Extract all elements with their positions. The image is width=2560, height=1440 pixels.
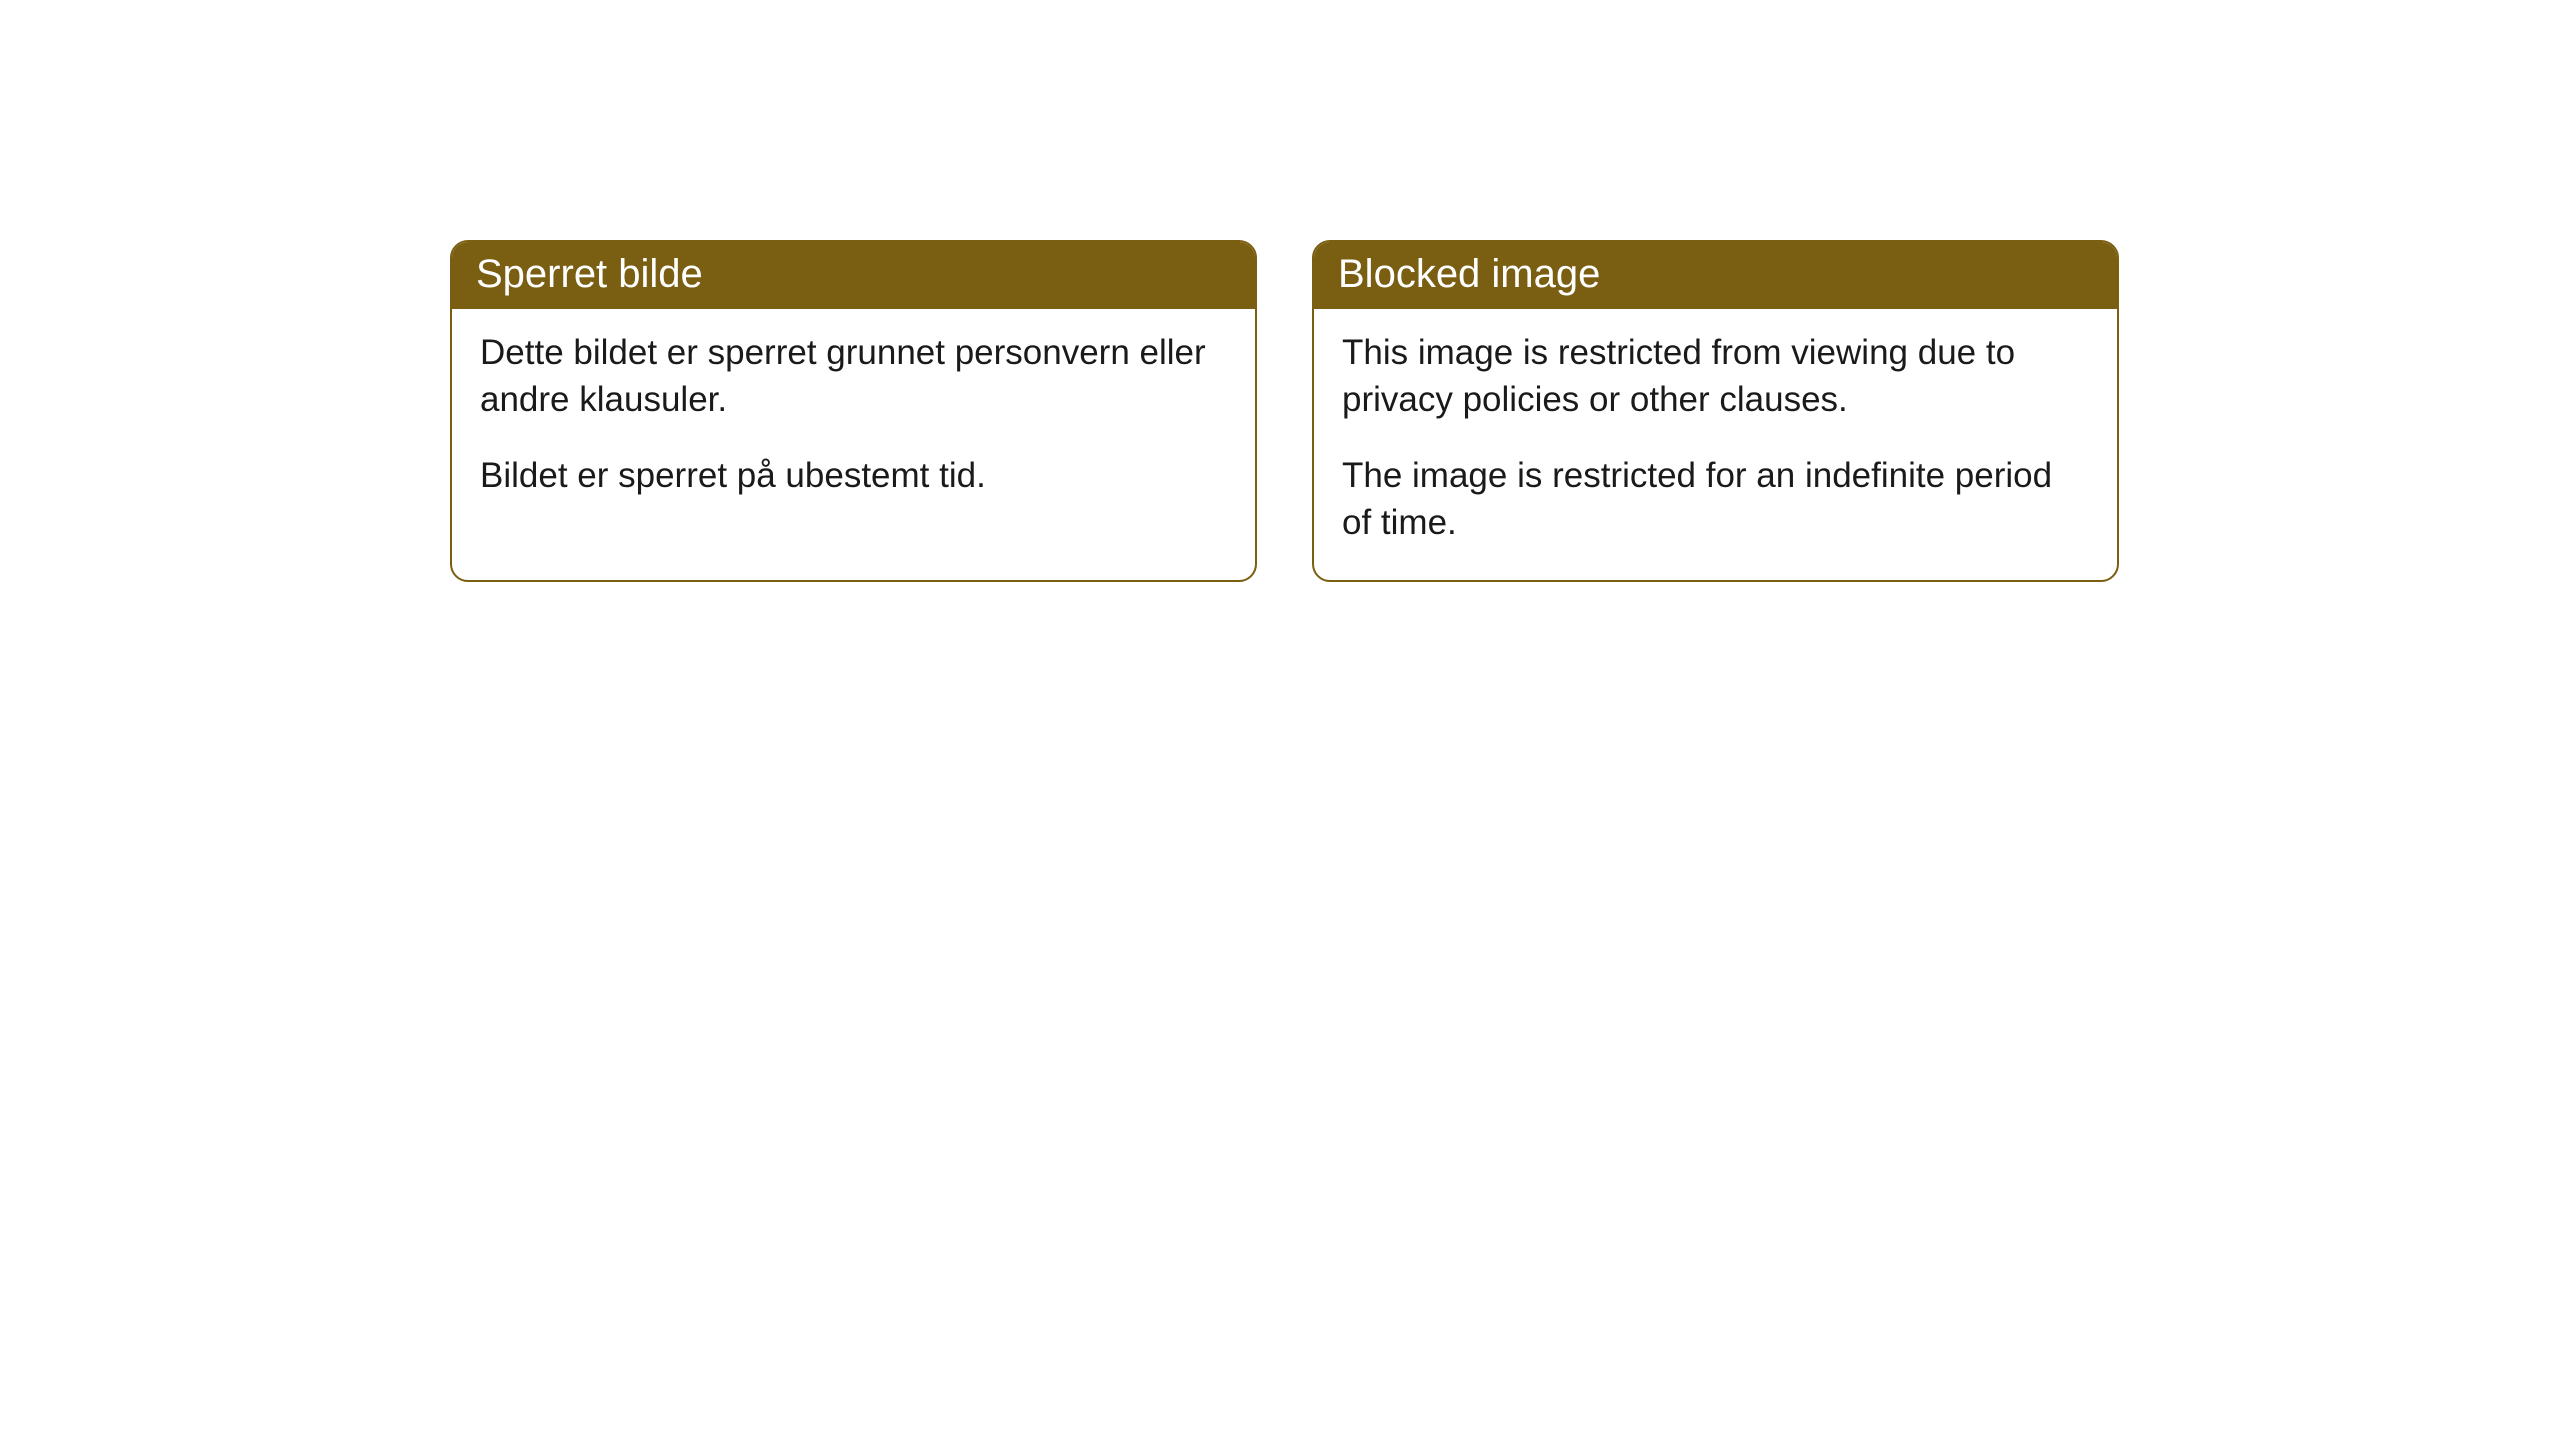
card-paragraph: The image is restricted for an indefinit…	[1342, 452, 2089, 547]
card-body-norwegian: Dette bildet er sperret grunnet personve…	[452, 309, 1255, 533]
card-paragraph: This image is restricted from viewing du…	[1342, 329, 2089, 424]
card-title: Sperret bilde	[476, 252, 703, 296]
cards-container: Sperret bilde Dette bildet er sperret gr…	[450, 240, 2119, 582]
card-paragraph: Dette bildet er sperret grunnet personve…	[480, 329, 1227, 424]
card-english: Blocked image This image is restricted f…	[1312, 240, 2119, 582]
card-body-english: This image is restricted from viewing du…	[1314, 309, 2117, 580]
card-norwegian: Sperret bilde Dette bildet er sperret gr…	[450, 240, 1257, 582]
card-header-norwegian: Sperret bilde	[452, 242, 1255, 309]
card-paragraph: Bildet er sperret på ubestemt tid.	[480, 452, 1227, 499]
card-header-english: Blocked image	[1314, 242, 2117, 309]
card-title: Blocked image	[1338, 252, 1600, 296]
